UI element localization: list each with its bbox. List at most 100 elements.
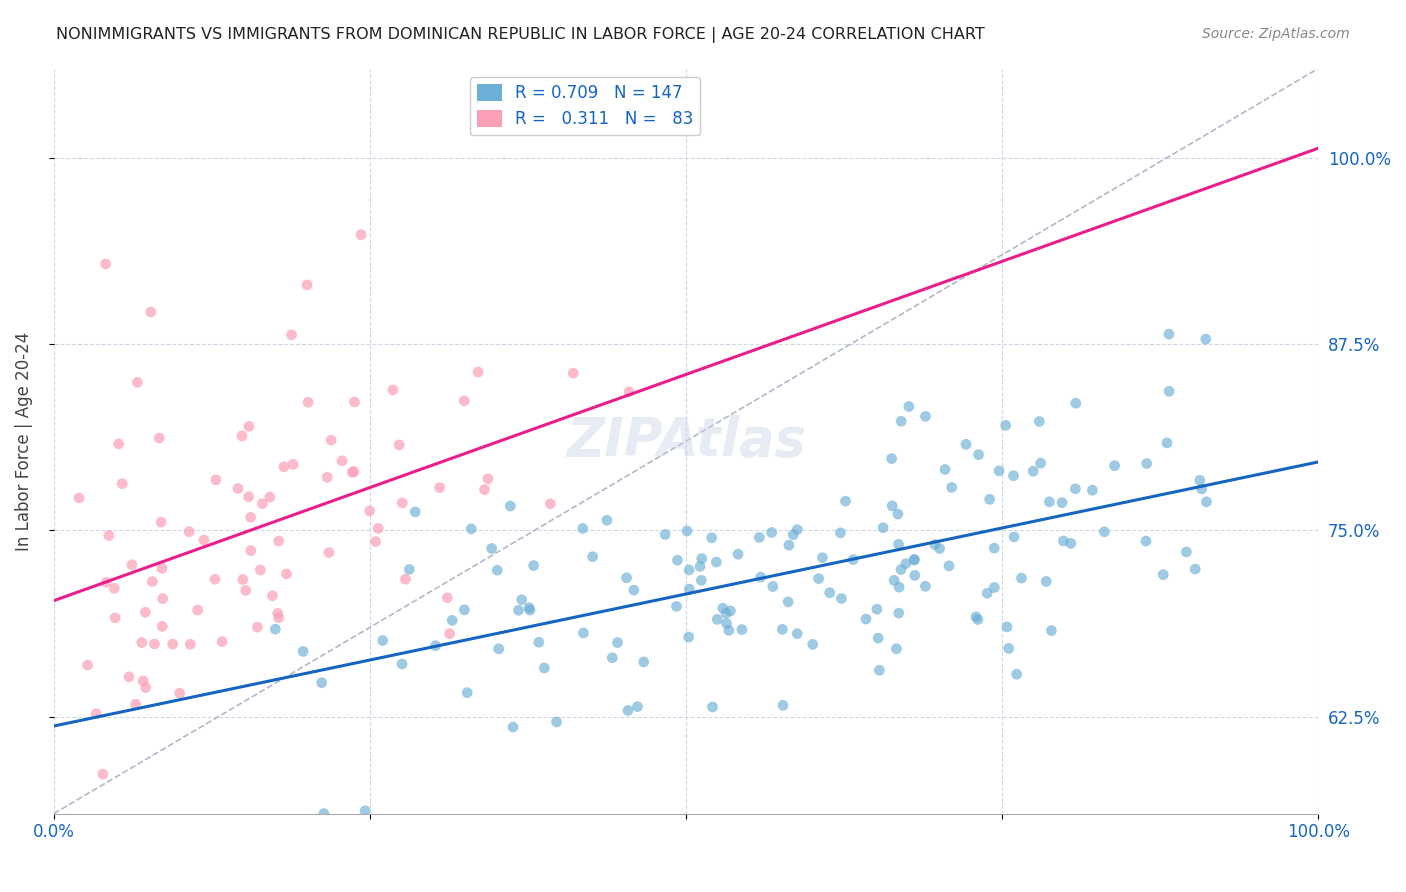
Nonimmigrants: [1136, 457, 1159, 471]
Nonimmigrants: [1040, 624, 1063, 638]
Nonimmigrants: [855, 612, 877, 626]
Immigrants from Dominican Republic: [96, 575, 118, 590]
Nonimmigrants: [1011, 571, 1033, 585]
Nonimmigrants: [706, 612, 728, 626]
Nonimmigrants: [830, 591, 852, 606]
Nonimmigrants: [606, 635, 628, 649]
Immigrants from Dominican Republic: [76, 658, 98, 673]
Nonimmigrants: [1135, 534, 1157, 549]
Immigrants from Dominican Republic: [111, 476, 134, 491]
Nonimmigrants: [354, 804, 377, 818]
Nonimmigrants: [830, 525, 852, 540]
Nonimmigrants: [941, 480, 963, 494]
Nonimmigrants: [292, 644, 315, 658]
Immigrants from Dominican Republic: [143, 637, 166, 651]
Immigrants from Dominican Republic: [179, 524, 201, 539]
Nonimmigrants: [523, 558, 546, 573]
Nonimmigrants: [676, 524, 699, 538]
Nonimmigrants: [1195, 332, 1218, 346]
Nonimmigrants: [441, 614, 464, 628]
Nonimmigrants: [772, 698, 794, 713]
Nonimmigrants: [782, 527, 804, 541]
Nonimmigrants: [1188, 473, 1211, 487]
Nonimmigrants: [572, 522, 595, 536]
Nonimmigrants: [689, 559, 711, 574]
Nonimmigrants: [1159, 384, 1181, 399]
Immigrants from Dominican Republic: [148, 431, 170, 445]
Nonimmigrants: [665, 599, 688, 614]
Nonimmigrants: [887, 606, 910, 620]
Immigrants from Dominican Republic: [132, 673, 155, 688]
Nonimmigrants: [842, 552, 865, 566]
Immigrants from Dominican Republic: [388, 438, 411, 452]
Nonimmigrants: [572, 626, 595, 640]
Nonimmigrants: [718, 604, 741, 618]
Nonimmigrants: [481, 541, 503, 556]
Nonimmigrants: [928, 541, 950, 556]
Text: ZIPAtlas: ZIPAtlas: [567, 415, 806, 467]
Immigrants from Dominican Republic: [84, 706, 107, 721]
Nonimmigrants: [623, 583, 645, 598]
Nonimmigrants: [391, 657, 413, 671]
Nonimmigrants: [904, 568, 927, 582]
Nonimmigrants: [666, 553, 689, 567]
Immigrants from Dominican Republic: [367, 521, 389, 535]
Nonimmigrants: [1002, 468, 1025, 483]
Immigrants from Dominican Republic: [281, 458, 304, 472]
Immigrants from Dominican Republic: [169, 686, 191, 700]
Immigrants from Dominican Republic: [121, 558, 143, 572]
Nonimmigrants: [880, 451, 903, 466]
Nonimmigrants: [690, 574, 713, 588]
Nonimmigrants: [914, 579, 936, 593]
Nonimmigrants: [1050, 496, 1073, 510]
Nonimmigrants: [617, 703, 640, 717]
Immigrants from Dominican Republic: [394, 572, 416, 586]
Immigrants from Dominican Republic: [453, 393, 475, 408]
Immigrants from Dominican Republic: [127, 376, 149, 390]
Nonimmigrants: [1191, 482, 1213, 496]
Nonimmigrants: [1152, 567, 1174, 582]
Nonimmigrants: [995, 620, 1018, 634]
Immigrants from Dominican Republic: [429, 481, 451, 495]
Nonimmigrants: [1035, 574, 1057, 589]
Immigrants from Dominican Republic: [343, 395, 366, 409]
Nonimmigrants: [890, 414, 912, 428]
Immigrants from Dominican Republic: [134, 605, 156, 619]
Nonimmigrants: [704, 555, 727, 569]
Immigrants from Dominican Republic: [150, 619, 173, 633]
Nonimmigrants: [626, 699, 648, 714]
Immigrants from Dominican Republic: [474, 483, 496, 497]
Nonimmigrants: [749, 570, 772, 584]
Immigrants from Dominican Republic: [231, 429, 253, 443]
Immigrants from Dominican Republic: [239, 510, 262, 524]
Nonimmigrants: [508, 603, 530, 617]
Nonimmigrants: [834, 494, 856, 508]
Nonimmigrants: [1195, 495, 1218, 509]
Immigrants from Dominican Republic: [139, 305, 162, 319]
Nonimmigrants: [499, 499, 522, 513]
Nonimmigrants: [486, 563, 509, 577]
Nonimmigrants: [903, 553, 925, 567]
Immigrants from Dominican Republic: [118, 670, 141, 684]
Nonimmigrants: [731, 623, 754, 637]
Immigrants from Dominican Republic: [211, 634, 233, 648]
Nonimmigrants: [546, 714, 568, 729]
Nonimmigrants: [717, 624, 740, 638]
Immigrants from Dominican Republic: [316, 470, 339, 484]
Immigrants from Dominican Republic: [562, 366, 585, 380]
Immigrants from Dominican Republic: [246, 620, 269, 634]
Immigrants from Dominican Republic: [340, 466, 363, 480]
Immigrants from Dominican Republic: [91, 767, 114, 781]
Immigrants from Dominican Republic: [193, 533, 215, 547]
Nonimmigrants: [1038, 495, 1060, 509]
Nonimmigrants: [533, 661, 555, 675]
Nonimmigrants: [1052, 533, 1074, 548]
Nonimmigrants: [1175, 545, 1198, 559]
Immigrants from Dominican Republic: [226, 482, 249, 496]
Immigrants from Dominican Republic: [295, 277, 318, 292]
Immigrants from Dominican Republic: [381, 383, 404, 397]
Nonimmigrants: [761, 525, 783, 540]
Nonimmigrants: [456, 686, 478, 700]
Text: Source: ZipAtlas.com: Source: ZipAtlas.com: [1202, 27, 1350, 41]
Nonimmigrants: [914, 409, 936, 424]
